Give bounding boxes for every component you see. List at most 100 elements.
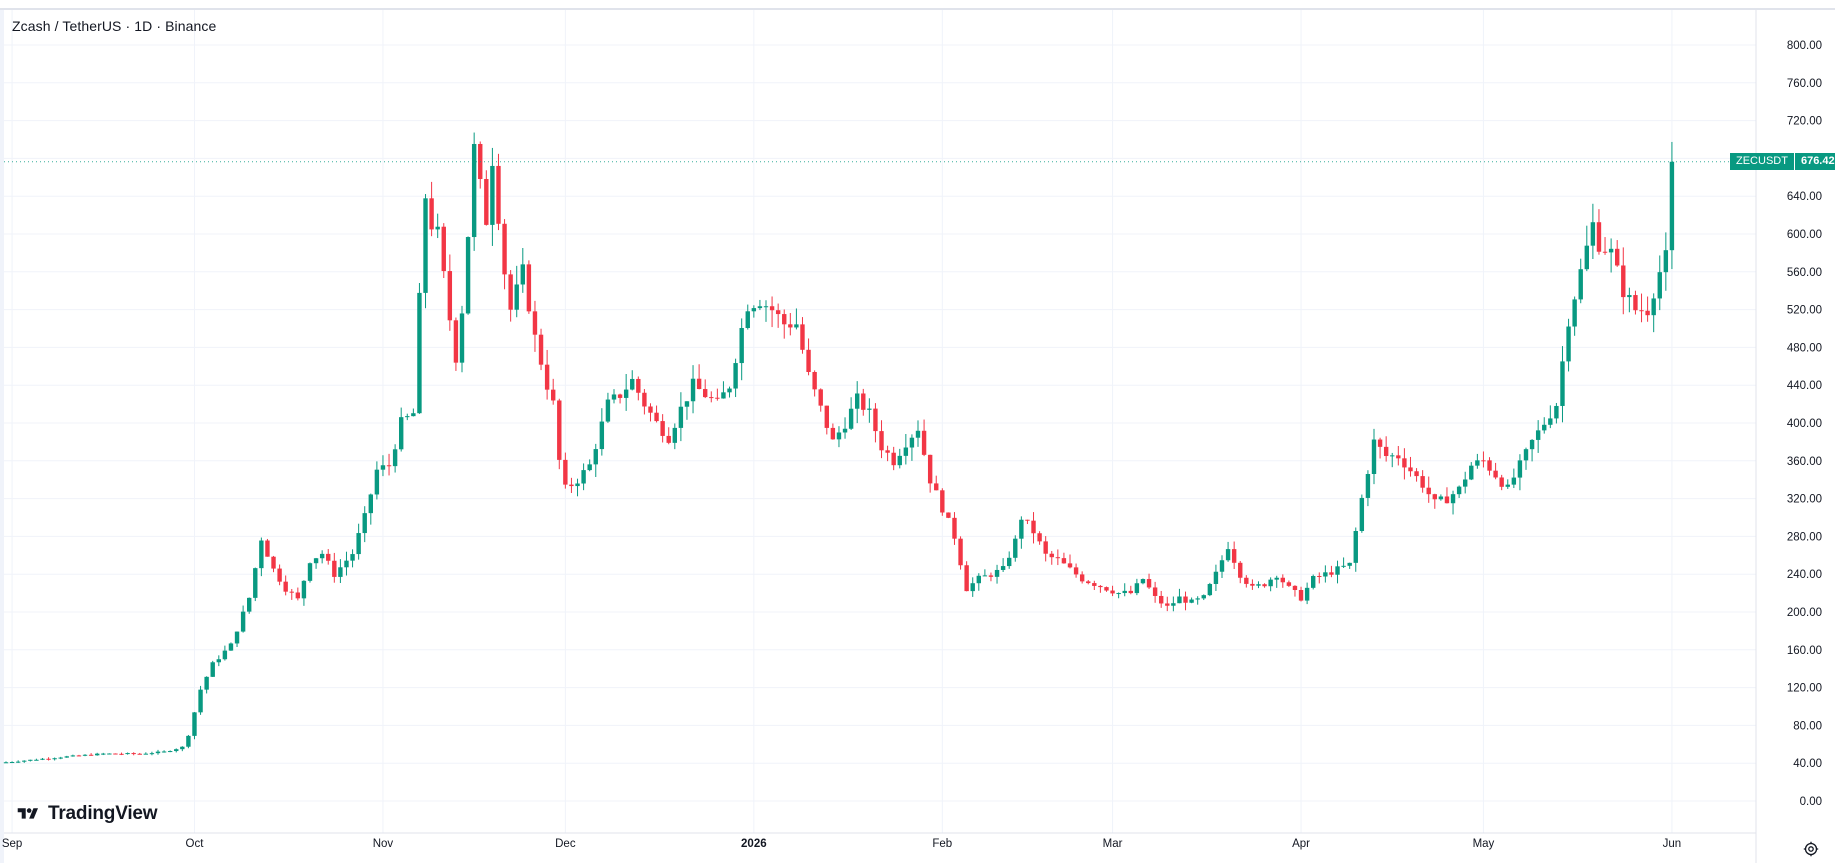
candle-body bbox=[1213, 571, 1219, 584]
candle-body bbox=[1554, 405, 1559, 419]
candle-body bbox=[855, 393, 860, 409]
candle-body bbox=[1353, 530, 1358, 563]
candle-body bbox=[1396, 455, 1401, 459]
candle-body bbox=[1122, 590, 1127, 594]
candle-body bbox=[563, 459, 568, 485]
candle-body bbox=[429, 198, 434, 230]
candle-body bbox=[1007, 557, 1012, 567]
candle-body bbox=[703, 389, 708, 398]
candle-body bbox=[1292, 585, 1298, 591]
candle-body bbox=[593, 449, 598, 465]
candle-body bbox=[605, 399, 611, 422]
candle-body bbox=[903, 447, 909, 456]
candle-body bbox=[1475, 460, 1480, 466]
candle-body bbox=[812, 371, 817, 390]
y-tick-label: 280.00 bbox=[1787, 531, 1822, 543]
candle-body bbox=[946, 512, 951, 518]
candle-body bbox=[34, 759, 39, 761]
candle-body bbox=[800, 324, 805, 350]
candle-body bbox=[259, 540, 264, 569]
candle-body bbox=[684, 401, 690, 407]
candle-body bbox=[161, 751, 167, 753]
candle-body bbox=[82, 754, 88, 756]
candle-body bbox=[459, 313, 465, 363]
x-tick-label: 2026 bbox=[741, 838, 767, 850]
candle-body bbox=[289, 591, 294, 593]
candle-body bbox=[1268, 579, 1273, 587]
candle-body bbox=[611, 394, 617, 400]
x-tick-label: Oct bbox=[186, 838, 205, 850]
candle-body bbox=[1031, 520, 1036, 534]
candle-body bbox=[757, 306, 763, 309]
candle-body bbox=[836, 432, 842, 440]
x-tick-label: Apr bbox=[1292, 838, 1310, 850]
y-tick-label: 480.00 bbox=[1787, 342, 1822, 354]
candle-body bbox=[1645, 310, 1650, 316]
candle-body bbox=[982, 575, 988, 577]
candle-body bbox=[1669, 161, 1675, 251]
grid-lines bbox=[4, 10, 1756, 833]
candle-body bbox=[356, 533, 361, 555]
candle-body bbox=[1171, 603, 1176, 606]
gear-icon[interactable] bbox=[1803, 841, 1819, 857]
symbol-title[interactable]: Zcash / TetherUS · 1D · Binance bbox=[12, 18, 217, 34]
candle-body bbox=[1323, 572, 1328, 577]
candle-body bbox=[1487, 460, 1492, 471]
candle-body bbox=[204, 676, 209, 690]
y-tick-label: 560.00 bbox=[1787, 267, 1822, 279]
candle-body bbox=[879, 431, 884, 451]
candle-body bbox=[186, 735, 191, 747]
candle-body bbox=[727, 388, 732, 393]
candle-body bbox=[927, 454, 933, 484]
candle-body bbox=[350, 554, 355, 561]
candle-body bbox=[1426, 487, 1431, 495]
candle-body bbox=[1329, 572, 1334, 575]
candle-body bbox=[392, 449, 398, 467]
candle-body bbox=[818, 389, 823, 406]
candle-body bbox=[319, 553, 325, 559]
candle-body bbox=[313, 558, 319, 564]
candle-body bbox=[271, 556, 276, 569]
candle-body bbox=[988, 575, 994, 577]
candle-body bbox=[453, 320, 459, 363]
candle-body bbox=[283, 581, 288, 592]
candle-body bbox=[216, 659, 221, 663]
y-tick-label: 200.00 bbox=[1787, 607, 1822, 619]
candle-body bbox=[508, 274, 513, 310]
candle-body bbox=[46, 758, 51, 760]
candle-body bbox=[1128, 590, 1133, 594]
candle-body bbox=[672, 427, 677, 443]
candle-body bbox=[101, 753, 106, 755]
tradingview-logo[interactable]: TradingView bbox=[14, 802, 158, 826]
candle-body bbox=[544, 364, 550, 390]
candle-body bbox=[1560, 361, 1565, 406]
y-tick-label: 120.00 bbox=[1787, 683, 1822, 695]
candle-body bbox=[921, 430, 927, 455]
candle-body bbox=[1231, 549, 1237, 563]
candle-body bbox=[569, 484, 574, 487]
candle-body bbox=[15, 761, 21, 763]
left-border bbox=[0, 10, 4, 863]
candle-body bbox=[1420, 476, 1425, 488]
candle-body bbox=[1134, 583, 1140, 594]
candle-body bbox=[1469, 465, 1474, 480]
candles bbox=[3, 132, 1675, 764]
candle-body bbox=[1013, 538, 1018, 558]
candle-body bbox=[1280, 577, 1285, 583]
candle-body bbox=[180, 746, 185, 750]
candle-body bbox=[1043, 541, 1048, 554]
candle-body bbox=[502, 223, 507, 275]
x-tick-label: Jun bbox=[1663, 838, 1682, 850]
price-axis[interactable]: 800.00760.00720.00680.00640.00600.00560.… bbox=[1755, 10, 1822, 863]
candle-body bbox=[1383, 446, 1389, 457]
time-axis[interactable]: Sep Oct Nov Dec 2026 Feb Mar Apr May Jun bbox=[2, 832, 1756, 850]
candle-body bbox=[58, 757, 63, 759]
candle-body bbox=[1456, 486, 1462, 495]
candle-body bbox=[1572, 299, 1577, 327]
top-divider bbox=[0, 8, 1835, 10]
candle-body bbox=[1165, 603, 1170, 606]
candle-body bbox=[1262, 584, 1267, 587]
candle-body bbox=[532, 311, 538, 335]
candle-body bbox=[587, 464, 592, 471]
